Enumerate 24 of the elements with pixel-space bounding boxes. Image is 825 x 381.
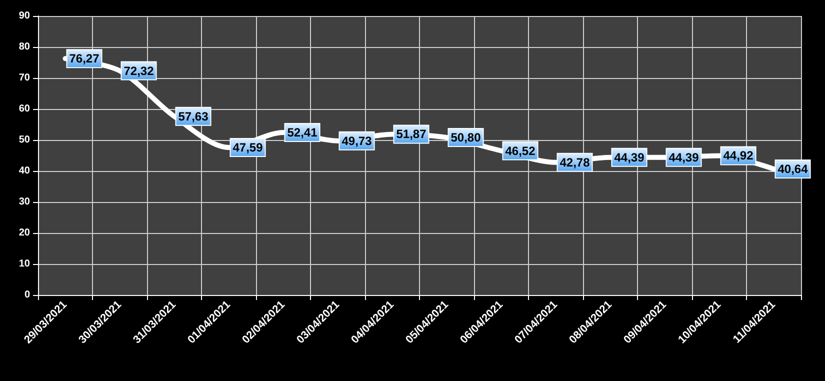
y-tick-label: 10 <box>18 258 30 270</box>
y-tick-label: 40 <box>18 166 30 176</box>
text: 44,92 <box>723 148 754 163</box>
text: 52,41 <box>287 126 318 140</box>
y-tick-label: 20 <box>18 228 30 238</box>
text: 40,64 <box>778 162 808 176</box>
text: 47,59 <box>232 140 263 154</box>
text: 72,32 <box>124 64 154 78</box>
text: 44,39 <box>668 150 699 164</box>
text: 49,73 <box>342 134 372 148</box>
text: 76,27 <box>69 52 100 66</box>
y-tick-label: 60 <box>18 104 30 114</box>
text: 57,63 <box>178 109 208 124</box>
text: 44,39 <box>614 150 644 164</box>
text: 46,52 <box>505 144 536 158</box>
y-tick-label: 90 <box>18 10 30 22</box>
text: 42,78 <box>560 155 590 170</box>
y-tick-label: 70 <box>18 72 30 84</box>
y-tick-label: 50 <box>18 134 30 146</box>
text: 50,80 <box>450 130 481 145</box>
y-tick-label: 0 <box>24 290 30 300</box>
y-tick-label: 30 <box>18 196 30 208</box>
y-tick-label: 80 <box>18 42 30 52</box>
text: 51,87 <box>396 127 426 142</box>
